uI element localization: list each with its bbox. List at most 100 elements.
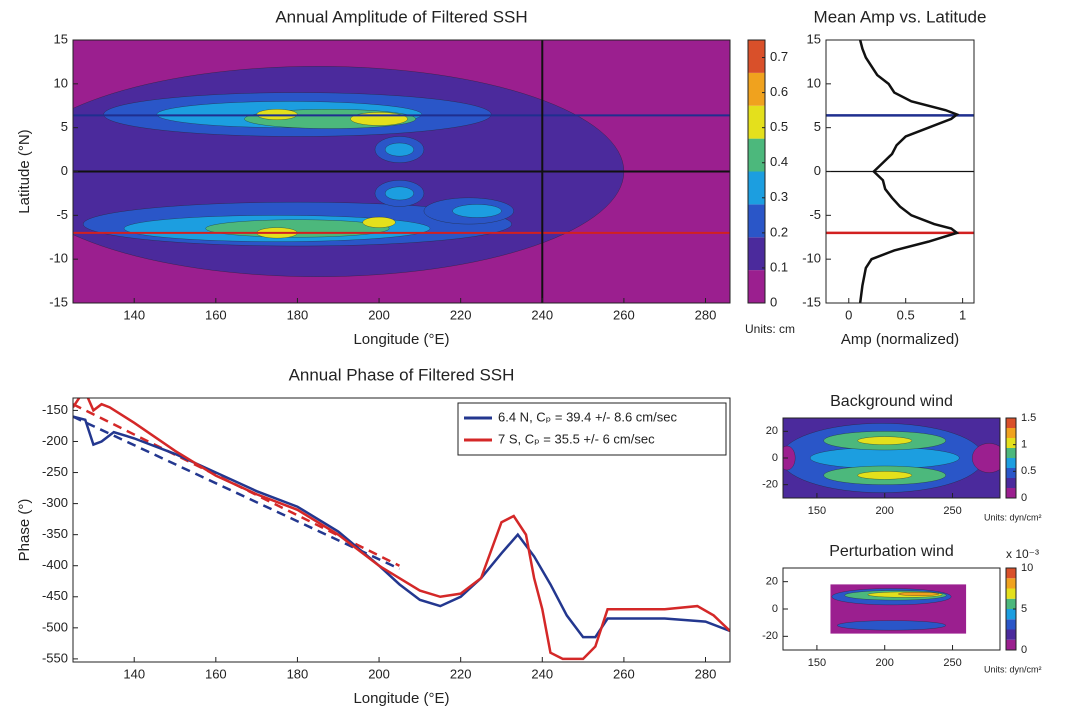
x-tick-label: 160 [205, 307, 227, 322]
colorbar-band [748, 270, 765, 303]
colorbar-band [748, 171, 765, 205]
y-tick-label: -400 [42, 557, 68, 572]
contour-region [384, 142, 414, 157]
y-tick-label: 10 [807, 75, 821, 90]
x-tick-label: 280 [695, 307, 717, 322]
colorbar-band [1006, 448, 1016, 458]
colorbar-band [1006, 588, 1016, 599]
x-tick-label: 250 [943, 505, 961, 517]
colorbar-tick-label: 0.2 [770, 224, 788, 239]
colorbar-tick-label: 0.1 [770, 259, 788, 274]
x-tick-label: 200 [876, 657, 894, 669]
contour-region [837, 620, 946, 631]
x-tick-label: 200 [876, 505, 894, 517]
colorbar-band [1006, 568, 1016, 579]
profile-line [858, 40, 960, 303]
contour-region [898, 592, 940, 596]
x-axis-label: Longitude (°E) [353, 690, 449, 707]
x-tick-label: 250 [943, 657, 961, 669]
y-tick-label: -5 [809, 207, 821, 222]
colorbar-band [1006, 639, 1016, 650]
legend-label: 6.4 N, Cₚ = 39.4 +/- 8.6 cm/sec [498, 409, 677, 424]
contour-region [971, 443, 1000, 473]
colorbar-band [1006, 578, 1016, 589]
colorbar-tick-label: 0.6 [770, 84, 788, 99]
colorbar-tick-label: 10 [1021, 562, 1033, 574]
colorbar-band [1006, 418, 1016, 428]
colorbar-multiplier: x 10⁻³ [1006, 547, 1039, 561]
axes-frame [72, 397, 731, 663]
y-axis-label: Phase (°) [16, 499, 33, 562]
x-tick-label: 160 [205, 666, 227, 681]
x-tick-label: 200 [368, 666, 390, 681]
x-tick-label: 260 [613, 666, 635, 681]
colorbar-tick-label: 0 [770, 294, 777, 309]
fit-line [73, 415, 400, 570]
contour-region [857, 471, 913, 480]
legend [457, 402, 727, 456]
y-tick-label: 15 [54, 31, 68, 46]
y-axis-label: Latitude (°N) [16, 129, 33, 213]
colorbar-band [748, 105, 765, 139]
x-tick-label: 180 [287, 307, 309, 322]
x-tick-label: 220 [450, 307, 472, 322]
colorbar-band [1006, 598, 1016, 609]
y-tick-label: 0 [814, 163, 821, 178]
colorbar-tick-label: 1 [1021, 439, 1027, 451]
colorbar-units: Units: dyn/cm² [984, 512, 1042, 522]
contour-region [205, 219, 390, 238]
chart-title: Background wind [830, 393, 953, 410]
colorbar-tick-label: 0 [1021, 644, 1027, 656]
x-tick-label: 1 [959, 307, 966, 322]
y-tick-label: -200 [42, 433, 68, 448]
chart-title: Annual Amplitude of Filtered SSH [275, 7, 527, 26]
y-tick-label: -500 [42, 619, 68, 634]
colorbar-band [1006, 428, 1016, 438]
colorbar-tick-label: 1.5 [1021, 412, 1036, 424]
y-tick-label: -15 [802, 294, 821, 309]
y-tick-label: -250 [42, 464, 68, 479]
colorbar-tick-label: 0.7 [770, 49, 788, 64]
x-tick-label: 260 [613, 307, 635, 322]
colorbar-band [1006, 478, 1016, 488]
colorbar-tick-label: 0.3 [770, 189, 788, 204]
y-tick-label: -10 [49, 251, 68, 266]
y-tick-label: 10 [54, 75, 68, 90]
colorbar-band [748, 72, 765, 106]
colorbar-tick-label: 0 [1021, 492, 1027, 504]
x-tick-label: 220 [450, 666, 472, 681]
colorbar-band [1006, 458, 1016, 468]
colorbar-band [1006, 629, 1016, 640]
y-tick-label: -5 [56, 207, 68, 222]
colorbar-band [1006, 468, 1016, 478]
colorbar-band [1006, 488, 1016, 498]
contour-region [452, 204, 502, 218]
x-tick-label: 150 [808, 505, 826, 517]
y-tick-label: 0 [61, 163, 68, 178]
chart-title: Perturbation wind [829, 543, 954, 560]
x-axis-label: Amp (normalized) [841, 331, 959, 348]
colorbar-band [748, 237, 765, 271]
contour-region [857, 436, 913, 445]
plot-area [826, 40, 974, 303]
y-tick-label: 5 [61, 119, 68, 134]
colorbar-tick-label: 5 [1021, 603, 1027, 615]
y-tick-label: 20 [766, 576, 778, 588]
contour-region [384, 186, 414, 201]
y-tick-label: -20 [762, 630, 778, 642]
x-tick-label: 240 [531, 307, 553, 322]
x-axis-label: Longitude (°E) [353, 331, 449, 348]
colorbar-band [748, 40, 765, 73]
contour-region [350, 112, 408, 126]
x-tick-label: 0 [845, 307, 852, 322]
x-tick-label: 240 [531, 666, 553, 681]
chart-title: Mean Amp vs. Latitude [814, 7, 987, 26]
plot-area [73, 398, 730, 661]
colorbar-units: Units: dyn/cm² [984, 664, 1042, 674]
colorbar-band [748, 138, 765, 172]
y-tick-label: 20 [766, 425, 778, 437]
x-tick-label: 140 [123, 666, 145, 681]
y-tick-label: 15 [807, 31, 821, 46]
y-tick-label: -15 [49, 294, 68, 309]
